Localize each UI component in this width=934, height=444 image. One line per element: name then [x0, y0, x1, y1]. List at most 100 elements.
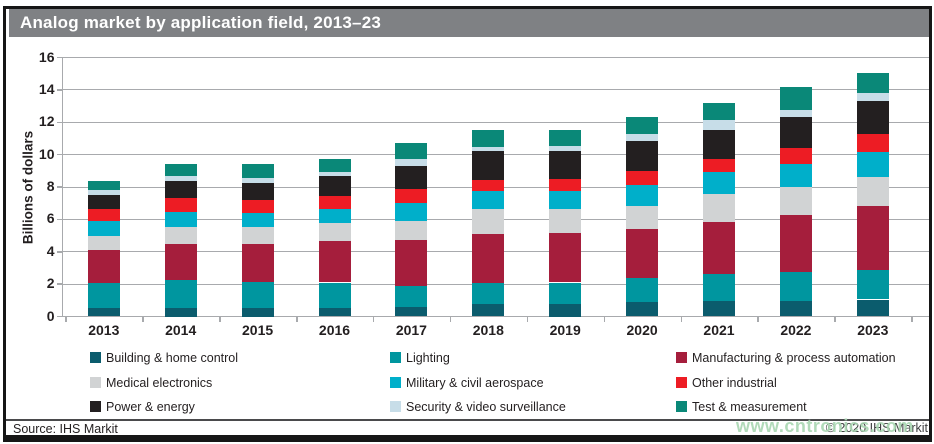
bar-segment [87, 208, 120, 221]
y-axis-label: 12 [38, 113, 55, 130]
x-axis-label: 2021 [703, 321, 735, 338]
y-axis-tick [56, 121, 63, 123]
bar-segment [87, 180, 120, 191]
bar-segment [779, 301, 812, 317]
bar-segment [164, 176, 197, 182]
bar-segment [87, 220, 120, 236]
bar-segment [549, 178, 582, 192]
x-axis-label: 2015 [242, 321, 274, 338]
bar-segment [395, 188, 428, 204]
bar-segment [779, 87, 812, 111]
bar-segment [87, 195, 120, 209]
bar-segment [703, 221, 735, 275]
x-axis-label: 2014 [165, 321, 197, 338]
bar-segment [241, 281, 274, 309]
y-axis-tick [56, 315, 63, 318]
bar-segment [395, 165, 428, 189]
bar-segment [164, 280, 197, 309]
copyright-text: © 2020 IHS Markit [825, 421, 928, 435]
legend-item: Security & video surveillance [390, 398, 566, 414]
bar-segment [241, 182, 274, 200]
legend-swatch [390, 376, 401, 388]
x-axis-tick [65, 316, 67, 322]
bar-segment [472, 191, 505, 209]
bar-segment [472, 179, 505, 192]
x-axis-tick [219, 316, 221, 322]
bar-segment [87, 307, 120, 317]
source-text: Source: IHS Markit [13, 422, 118, 436]
x-axis-label: 2018 [472, 321, 504, 338]
legend-swatch [90, 401, 101, 412]
bar-segment [626, 229, 659, 279]
x-axis-label: 2019 [549, 321, 581, 338]
bar-segment [87, 235, 120, 251]
y-axis-title: Billions of dollars [20, 130, 36, 245]
bar-segment [395, 306, 428, 317]
bar-segment [703, 158, 735, 172]
bar-segment [395, 143, 428, 159]
bar-segment [395, 220, 428, 241]
bar-segment [549, 208, 582, 234]
bar-segment [87, 282, 120, 308]
bar-segment [472, 233, 505, 283]
bar-segment [549, 150, 582, 179]
y-axis-label: 6 [46, 210, 55, 227]
bar-segment [626, 184, 659, 207]
bar-segment [241, 178, 274, 183]
y-axis-label: 2 [46, 275, 55, 292]
legend-item: Test & measurement [676, 398, 807, 414]
bar-segment [87, 250, 120, 283]
legend-swatch [676, 401, 687, 412]
bar-segment [472, 282, 505, 304]
bar-segment [626, 170, 659, 185]
bar-segment [856, 269, 889, 300]
bar-segment [856, 93, 889, 102]
bar-segment [318, 159, 351, 172]
bar-segment [318, 171, 351, 177]
bar-segment [472, 208, 505, 234]
gridline [62, 316, 929, 317]
bar-segment [395, 285, 428, 307]
bar-segment [626, 140, 659, 171]
bar-segment [318, 176, 351, 196]
y-axis-tick [56, 89, 63, 91]
x-axis-tick [449, 316, 452, 322]
y-axis-tick [56, 186, 63, 188]
bar-segment [164, 198, 197, 213]
x-axis-tick [680, 316, 683, 322]
bar-segment [164, 308, 197, 317]
bar-segment [241, 243, 274, 282]
bar-segment [856, 299, 889, 317]
bar-segment [164, 226, 197, 244]
x-axis-label: 2013 [88, 321, 120, 338]
x-axis-tick [142, 316, 144, 322]
bar-segment [703, 194, 735, 222]
x-axis-label: 2017 [395, 321, 427, 338]
y-axis-label: 4 [46, 242, 55, 259]
bar-segment [856, 152, 889, 178]
bar-segment [241, 212, 274, 227]
bar-segment [318, 222, 351, 242]
legend-swatch [90, 376, 101, 388]
bar-segment [779, 187, 812, 216]
bar-segment [779, 271, 812, 302]
bar-segment [472, 151, 505, 180]
y-axis-tick [56, 251, 63, 253]
x-axis-tick [372, 316, 375, 322]
bar-segment [318, 195, 351, 209]
y-axis-label: 10 [38, 145, 55, 162]
bar-segment [703, 171, 735, 195]
legend-item: Lighting [390, 349, 450, 365]
x-axis-tick [911, 316, 913, 322]
chart-title: Analog market by application field, 2013… [20, 13, 382, 32]
gridline [62, 121, 929, 123]
bar-segment [549, 145, 582, 151]
bar-segment [395, 240, 428, 286]
chart-title-bar: Analog market by application field, 2013… [9, 8, 929, 37]
bar-segment [318, 282, 351, 308]
bar-segment [549, 233, 582, 283]
x-axis-label: 2023 [857, 321, 889, 338]
legend-swatch [90, 352, 101, 363]
